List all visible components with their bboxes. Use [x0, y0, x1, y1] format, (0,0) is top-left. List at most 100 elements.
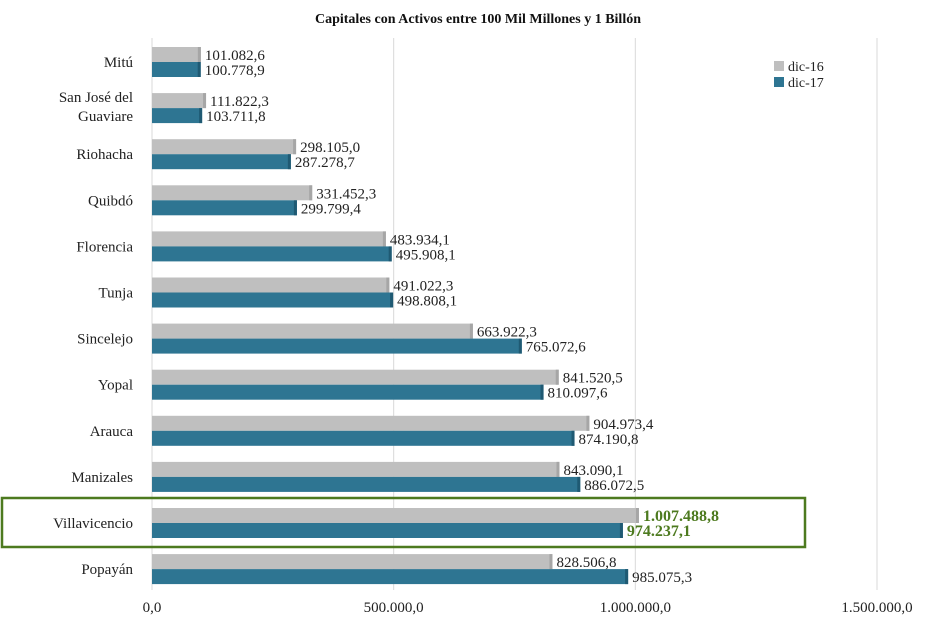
- bar-dic16-11: [152, 554, 553, 570]
- bar-dic16-end-5: [386, 277, 390, 293]
- bar-dic17-end-1: [199, 108, 203, 124]
- legend-swatch-1: [774, 77, 784, 87]
- value-label-dic17-1: 103.711,8: [206, 109, 265, 125]
- bar-dic16-end-11: [549, 554, 553, 570]
- value-label-dic17-11: 985.075,3: [632, 570, 692, 586]
- category-label-1-0: San José del: [59, 90, 133, 106]
- category-label-4: Florencia: [76, 239, 133, 255]
- value-label-dic17-9: 886.072,5: [584, 478, 644, 494]
- bar-dic16-end-3: [309, 185, 313, 201]
- x-axis-tick-labels: 0,0 500.000,0 1.000.000,0 1.500.000,0: [143, 600, 913, 616]
- bar-dic16-6: [152, 323, 473, 339]
- bar-dic16-5: [152, 277, 390, 293]
- category-label-6: Sincelejo: [77, 332, 133, 348]
- bar-dic17-end-0: [197, 62, 201, 77]
- bar-dic17-end-11: [625, 569, 629, 585]
- bar-dic16-4: [152, 231, 386, 247]
- bar-dic16-end-10: [635, 508, 639, 523]
- bar-dic16-3: [152, 185, 313, 201]
- bar-dic16-end-6: [469, 323, 473, 339]
- bar-dic17-end-6: [518, 338, 522, 354]
- bar-dic17-3: [152, 200, 297, 216]
- value-label-dic16-7: 841.520,5: [563, 371, 623, 387]
- value-label-dic16-3: 331.452,3: [316, 186, 376, 202]
- category-label-9: Manizales: [71, 470, 133, 486]
- value-label-dic17-8: 874.190,8: [579, 432, 639, 448]
- value-label-dic16-10: 1.007.488,8: [643, 508, 719, 525]
- bar-dic17-end-8: [571, 430, 575, 446]
- bar-dic17-5: [152, 292, 394, 308]
- bar-dic17-0: [152, 62, 201, 77]
- bar-dic17-end-9: [577, 476, 581, 492]
- value-label-dic17-0: 100.778,9: [205, 63, 265, 79]
- value-label-dic17-7: 810.097,6: [548, 386, 609, 402]
- x-tick-label-1: 500.000,0: [364, 600, 424, 616]
- bar-dic16-end-7: [555, 369, 559, 385]
- bar-dic17-end-10: [619, 523, 623, 538]
- bar-dic16-0: [152, 47, 201, 62]
- category-label-5: Tunja: [99, 286, 134, 302]
- bar-dic17-9: [152, 476, 581, 492]
- bar-dic17-11: [152, 569, 629, 585]
- bar-dic17-end-5: [390, 292, 394, 308]
- legend-swatch-0: [774, 61, 784, 71]
- category-label-0: Mitú: [104, 55, 134, 71]
- bar-dic16-9: [152, 461, 560, 477]
- value-label-dic17-5: 498.808,1: [397, 294, 457, 310]
- legend-label-1: dic-17: [788, 76, 824, 91]
- bar-dic17-7: [152, 384, 544, 400]
- bar-dic16-end-4: [382, 231, 386, 247]
- value-label-dic16-5: 491.022,3: [393, 279, 453, 295]
- bar-dic16-2: [152, 139, 297, 155]
- bar-dic16-8: [152, 415, 590, 431]
- value-label-dic17-4: 495.908,1: [396, 247, 456, 263]
- bar-dic17-8: [152, 430, 575, 446]
- value-label-dic16-6: 663.922,3: [477, 325, 537, 341]
- bar-dic16-7: [152, 369, 559, 385]
- bar-dic17-end-7: [540, 384, 544, 400]
- value-label-dic16-11: 828.506,8: [556, 555, 616, 571]
- category-label-11: Popayán: [81, 562, 133, 578]
- bar-dic17-2: [152, 154, 291, 170]
- chart-title: Capitales con Activos entre 100 Mil Mill…: [315, 12, 641, 27]
- legend-label-0: dic-16: [788, 60, 824, 75]
- category-label-8: Arauca: [90, 424, 134, 440]
- category-labels: Mitú San José del Guaviare Riohacha Quibdó Fl…: [53, 55, 133, 578]
- value-label-dic17-2: 287.278,7: [295, 155, 356, 171]
- x-tick-label-2: 1.000.000,0: [600, 600, 671, 616]
- value-label-dic17-3: 299.799,4: [301, 201, 362, 217]
- bar-dic16-end-8: [586, 415, 590, 431]
- value-label-dic17-10: 974.237,1: [627, 523, 691, 540]
- bar-dic16-end-1: [203, 93, 207, 109]
- bar-dic16-10: [152, 508, 639, 523]
- value-label-dic16-0: 101.082,6: [205, 48, 265, 64]
- category-label-1-1: Guaviare: [78, 109, 133, 125]
- bars-group: [152, 47, 639, 585]
- bar-dic17-10: [152, 523, 623, 538]
- value-label-dic16-4: 483.934,1: [390, 232, 450, 248]
- highlight-box: [0, 496, 807, 549]
- value-label-dic16-8: 904.973,4: [593, 417, 654, 433]
- bar-dic17-end-3: [293, 200, 297, 216]
- category-label-7: Yopal: [98, 378, 133, 394]
- value-label-dic16-2: 298.105,0: [300, 140, 360, 156]
- bar-dic17-1: [152, 108, 203, 124]
- bar-dic16-end-2: [293, 139, 297, 155]
- x-tick-label-3: 1.500.000,0: [841, 600, 912, 616]
- bar-dic17-6: [152, 338, 522, 354]
- bar-dic16-end-0: [197, 47, 201, 62]
- bar-dic16-1: [152, 93, 207, 109]
- value-label-dic16-9: 843.090,1: [563, 463, 623, 479]
- value-label-dic17-6: 765.072,6: [526, 340, 587, 356]
- value-label-dic16-1: 111.822,3: [210, 94, 269, 110]
- category-label-3: Quibdó: [88, 193, 133, 209]
- bar-dic16-end-9: [556, 461, 560, 477]
- bar-dic17-end-2: [287, 154, 291, 170]
- x-tick-label-0: 0,0: [143, 600, 162, 616]
- bar-dic17-4: [152, 246, 392, 262]
- category-label-2: Riohacha: [76, 147, 133, 163]
- category-label-10: Villavicencio: [53, 516, 133, 532]
